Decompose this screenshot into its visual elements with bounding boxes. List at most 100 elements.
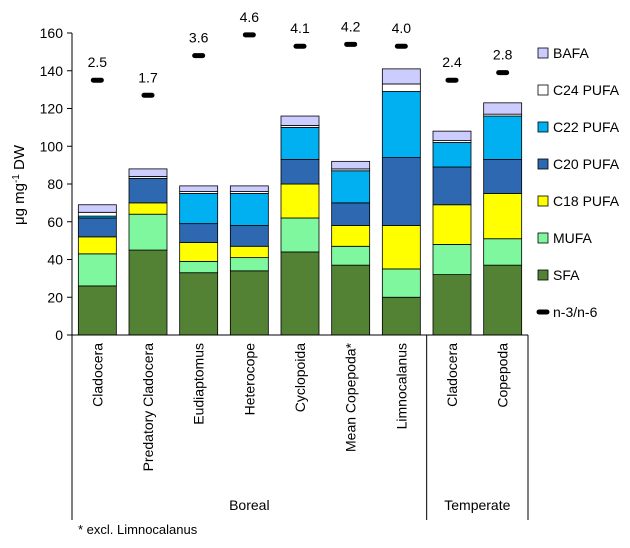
bar-segment-sfa — [331, 264, 371, 336]
ratio-label: 1.7 — [138, 69, 158, 85]
bar-segment-bafa — [128, 168, 168, 177]
bar-segment-c22-pufa — [179, 193, 219, 225]
bar-segment-sfa — [128, 249, 168, 336]
bar-segment-c22-pufa — [381, 91, 421, 158]
category-label: Eudiaptomus — [191, 343, 207, 425]
legend-swatch — [537, 232, 549, 244]
y-tick-label: 100 — [40, 138, 64, 154]
ratio-label: 4.6 — [240, 9, 260, 25]
bar-segment-c22-pufa — [483, 115, 523, 160]
group-label: Temperate — [444, 497, 510, 513]
legend-label: SFA — [553, 267, 580, 283]
legend-swatch — [537, 47, 549, 59]
bar-segment-mufa — [331, 245, 371, 266]
bar-segment-c20-pufa — [77, 217, 117, 238]
legend-swatch — [537, 84, 549, 96]
bar-segment-c18-pufa — [128, 202, 168, 215]
ratio-label: 4.2 — [341, 18, 361, 34]
bar-segment-mufa — [179, 260, 219, 274]
category-label: Mean Copepoda* — [343, 342, 359, 452]
category-label: Cyclopoida — [292, 343, 308, 412]
bar-segment-mufa — [280, 217, 320, 253]
category-label: Heterocope — [241, 343, 257, 416]
bar-segment-c20-pufa — [432, 166, 472, 206]
bar-segment-mufa — [381, 268, 421, 298]
bar-segment-c22-pufa — [331, 170, 371, 204]
bar-segment-sfa — [77, 285, 117, 336]
category-label: Limnocalanus — [393, 343, 409, 429]
bar-segment-c20-pufa — [331, 202, 371, 226]
y-axis-label-superscript: -1 — [11, 174, 22, 183]
y-axis: 0 20 40 60 80 100 120 140 160 — [40, 25, 73, 343]
bar-segment-c18-pufa — [483, 193, 523, 240]
y-tick-label: 120 — [40, 101, 64, 117]
bar-segment-c18-pufa — [179, 242, 219, 262]
legend-label: C18 PUFA — [553, 193, 620, 209]
bar-segment-bafa — [77, 204, 117, 213]
category-label: Cladocera — [89, 343, 105, 407]
bar-segment-mufa — [77, 253, 117, 287]
bar-segment-c18-pufa — [77, 236, 117, 255]
bar-segment-c22-pufa — [432, 142, 472, 168]
bar-segment-bafa — [179, 185, 219, 192]
bar-segment-mufa — [128, 213, 168, 251]
y-axis-label: μg mg-1 DW — [11, 144, 29, 225]
bar-segment-bafa — [280, 115, 320, 126]
legend-label: n-3/n-6 — [553, 304, 598, 320]
y-tick-label: 60 — [47, 214, 63, 230]
bars — [77, 68, 523, 336]
bar-segment-sfa — [483, 264, 523, 336]
y-tick-label: 80 — [47, 176, 63, 192]
bar-segment-c20-pufa — [280, 159, 320, 185]
bar-segment-bafa — [432, 130, 472, 141]
ratio-label: 2.8 — [493, 47, 513, 63]
bar-segment-c20-pufa — [483, 159, 523, 194]
ratio-label: 2.4 — [442, 54, 462, 70]
bar-segment-c20-pufa — [229, 225, 269, 247]
bar-segment-sfa — [381, 296, 421, 336]
bar-segment-bafa — [331, 160, 371, 170]
ratio-label: 4.1 — [290, 20, 310, 36]
y-tick-label: 160 — [40, 25, 64, 41]
legend-label: BAFA — [553, 45, 589, 61]
ratio-markers: 2.5 1.7 3.6 4.6 4.1 4.2 4.0 2.4 2.8 — [88, 9, 513, 98]
ratio-label: 3.6 — [189, 30, 209, 46]
category-label: Predatory Cladocera — [140, 343, 156, 472]
legend-swatch — [537, 269, 549, 281]
bar-segment-mufa — [229, 257, 269, 272]
bar-segment-sfa — [179, 272, 219, 336]
bar-segment-c18-pufa — [280, 183, 320, 219]
bar-segment-mufa — [483, 238, 523, 266]
bar-segment-c20-pufa — [381, 157, 421, 226]
category-label: Copepoda — [495, 343, 511, 408]
bar-segment-c22-pufa — [229, 193, 269, 226]
x-axis: Cladocera Predatory Cladocera Eudiaptomus H… — [71, 334, 529, 520]
legend-swatch — [537, 121, 549, 133]
ratio-label: 2.5 — [88, 54, 108, 70]
bar-segment-c18-pufa — [331, 225, 371, 247]
bar-segment-c20-pufa — [179, 223, 219, 243]
y-tick-label: 140 — [40, 63, 64, 79]
bar-segment-c18-pufa — [229, 245, 269, 259]
bar-segment-bafa — [381, 68, 421, 85]
category-label: Cladocera — [444, 343, 460, 407]
bar-segment-bafa — [483, 102, 523, 115]
bar-segment-sfa — [432, 274, 472, 336]
legend: BAFA C24 PUFA C22 PUFA C20 PUFA C18 PUFA MUFA… — [536, 45, 620, 320]
legend-swatch — [537, 158, 549, 170]
group-label: Boreal — [229, 497, 269, 513]
y-tick-label: 20 — [47, 289, 63, 305]
bar-segment-mufa — [432, 243, 472, 275]
y-tick-label: 40 — [47, 252, 63, 268]
bar-segment-c18-pufa — [432, 204, 472, 245]
y-tick-label: 0 — [55, 327, 63, 343]
bar-segment-c20-pufa — [128, 177, 168, 204]
bar-segment-sfa — [280, 251, 320, 336]
ratio-label: 4.0 — [392, 20, 412, 36]
legend-swatch — [537, 195, 549, 207]
legend-label: C20 PUFA — [553, 156, 620, 172]
footnote: * excl. Limnocalanus — [78, 522, 198, 537]
bar-segment-c24-pufa — [77, 211, 117, 217]
legend-label: C24 PUFA — [553, 82, 620, 98]
